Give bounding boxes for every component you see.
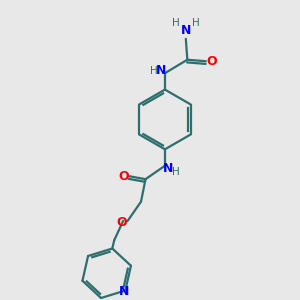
- Text: O: O: [206, 55, 217, 68]
- Text: N: N: [156, 64, 167, 77]
- Text: H: H: [172, 18, 180, 28]
- Text: O: O: [118, 170, 129, 183]
- Text: H: H: [150, 66, 158, 76]
- Text: N: N: [118, 286, 129, 298]
- Text: N: N: [181, 24, 191, 37]
- Text: H: H: [192, 18, 200, 28]
- Text: N: N: [163, 162, 174, 175]
- Text: O: O: [116, 216, 127, 229]
- Text: H: H: [172, 167, 180, 177]
